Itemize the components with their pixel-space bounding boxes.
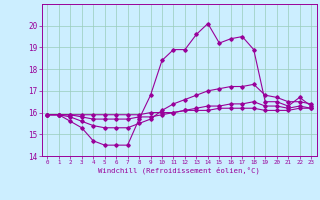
X-axis label: Windchill (Refroidissement éolien,°C): Windchill (Refroidissement éolien,°C) (98, 167, 260, 174)
